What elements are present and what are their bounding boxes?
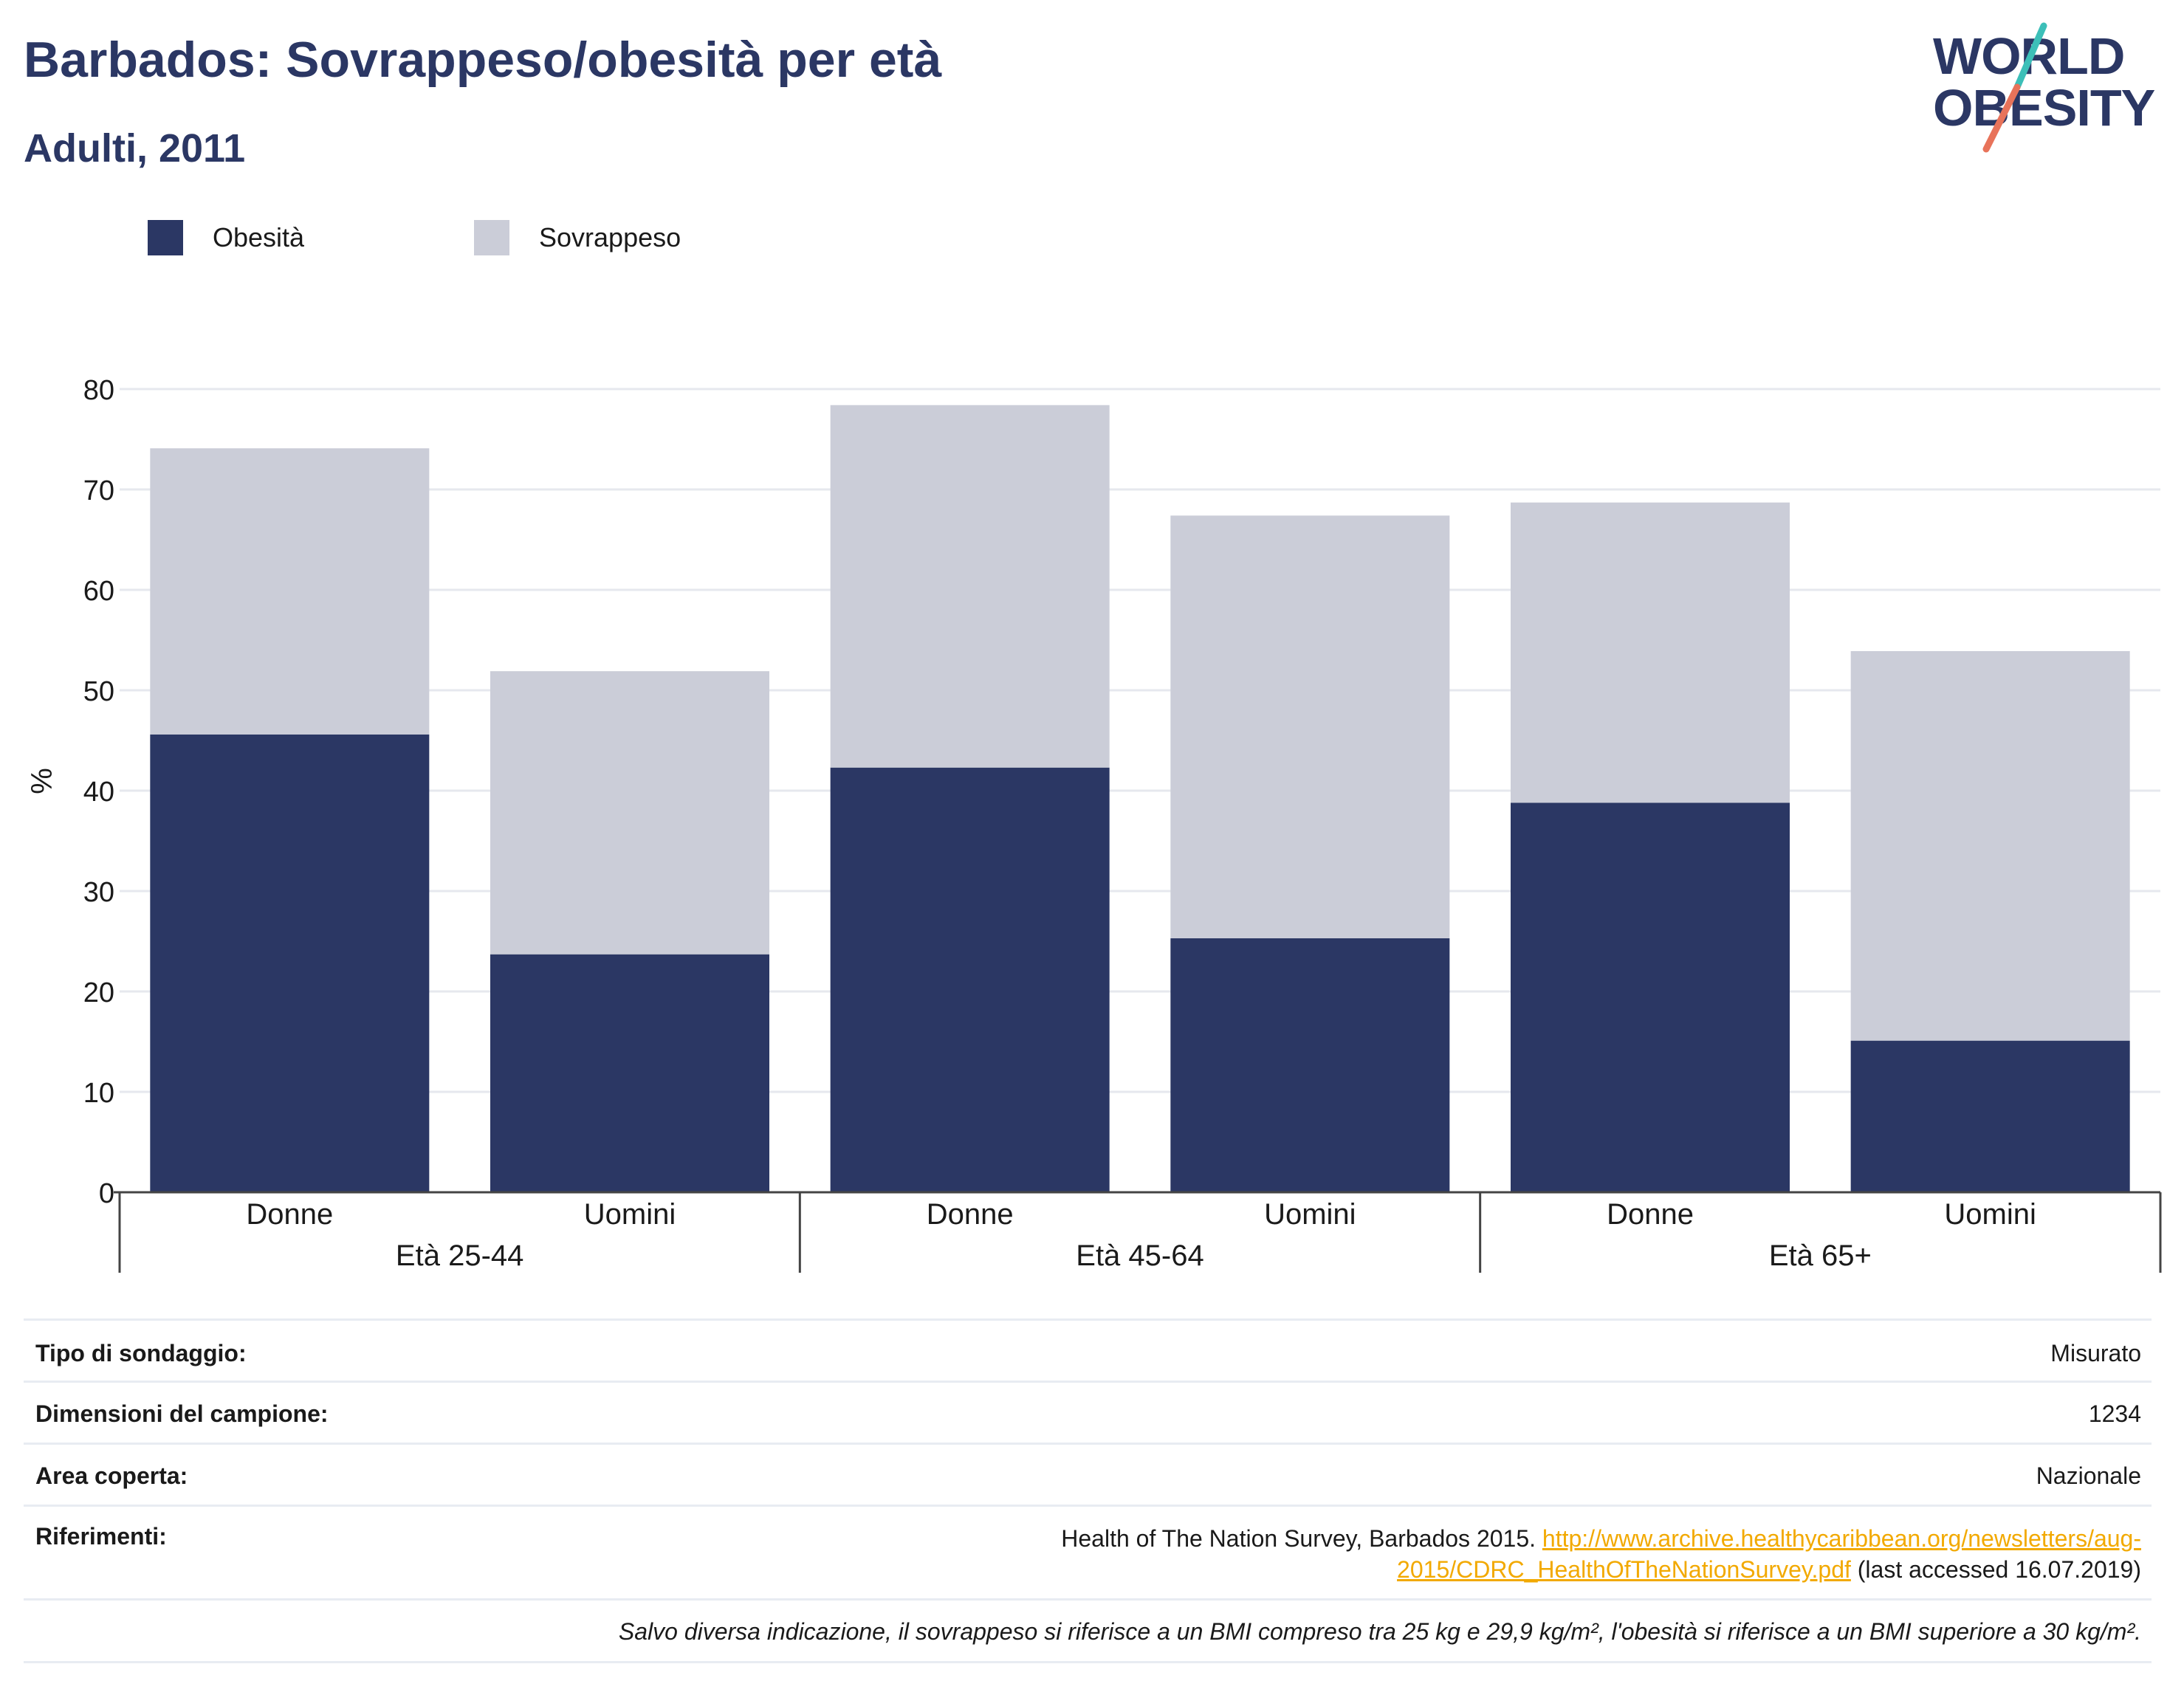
bar-overweight [1511,502,1790,803]
info-row-sample-size: Dimensioni del campione: 1234 [24,1381,2152,1443]
bars [150,405,2130,1192]
world-obesity-logo: WORLD OBESITY [1933,22,2156,153]
axes: 0 10 20 30 40 50 60 70 80 Donne Uomini Donne Uomini D… [83,375,2162,1273]
bar-obesity [830,767,1110,1192]
references-text: Health of The Nation Survey, Barbados 20… [1061,1525,1536,1552]
info-table: Tipo di sondaggio: Misurato Dimensioni d… [24,1318,2152,1663]
references-label: Riferimenti: [35,1523,167,1550]
x-tick-label: Uomini [584,1198,676,1231]
area-value: Nazionale [2036,1462,2141,1489]
y-tick-label: 70 [83,475,114,506]
survey-type-value: Misurato [2050,1340,2141,1366]
x-tick-label: Donne [1607,1198,1694,1231]
x-tick-label: Uomini [1264,1198,1356,1231]
stacked-bar-chart: 0 10 20 30 40 50 60 70 80 Donne Uomini Donne Uomini D… [26,375,2162,1273]
survey-type-label: Tipo di sondaggio: [35,1340,247,1366]
logo-word-obesity: OBESITY [1933,79,2155,137]
bar-overweight [1170,515,1450,938]
logo-slash-teal [2013,22,2047,91]
legend-item-obesity[interactable]: Obesità [148,219,304,256]
y-tick-label: 0 [99,1178,114,1209]
legend-item-overweight[interactable]: Sovrappeso [474,219,681,256]
bar-overweight [490,671,769,955]
area-label: Area coperta: [35,1462,188,1489]
y-tick-label: 50 [83,676,114,707]
chart-subtitle: Adulti, 2011 [24,126,246,171]
x-tick-label: Uomini [1944,1198,2036,1231]
reference-link-continued[interactable]: 2015/CDRC_HealthOfTheNationSurvey.pdf [1397,1556,1851,1583]
legend-label-obesity: Obesità [213,222,305,252]
legend-swatch-obesity [148,220,183,255]
bar-obesity [1170,938,1450,1192]
references-value: Health of The Nation Survey, Barbados 20… [1061,1523,2141,1585]
y-tick-label: 20 [83,977,114,1008]
group-label: Età 45-64 [1076,1240,1203,1272]
sample-size-value: 1234 [2088,1400,2141,1427]
bar-overweight [1850,650,2130,1041]
x-tick-label: Donne [246,1198,333,1231]
x-tick-label: Donne [927,1198,1014,1231]
bar-obesity [150,734,430,1192]
info-row-area: Area coperta: Nazionale [24,1443,2152,1505]
group-label: Età 65+ [1769,1240,1872,1272]
y-tick-label: 10 [83,1078,114,1109]
y-tick-label: 30 [83,877,114,908]
y-axis-label: % [26,768,58,794]
bar-obesity [1850,1040,2130,1192]
references-accessed: (last accessed 16.07.2019) [1857,1556,2141,1583]
legend-label-overweight: Sovrappeso [539,222,681,252]
y-tick-label: 80 [83,375,114,406]
definition-note: Salvo diversa indicazione, il sovrappeso… [618,1618,2141,1645]
gridlines [120,388,2160,1093]
bar-overweight [830,405,1110,768]
bar-overweight [150,448,430,735]
info-row-note: Salvo diversa indicazione, il sovrappeso… [24,1598,2152,1663]
bar-obesity [1511,802,1790,1192]
y-tick-label: 40 [83,777,114,808]
chart-title: Barbados: Sovrappeso/obesità per età [24,32,942,88]
sample-size-label: Dimensioni del campione: [35,1400,329,1427]
group-label: Età 25-44 [396,1240,523,1272]
legend-swatch-overweight [474,220,509,255]
logo-slash-coral [1982,83,2021,153]
info-row-references: Riferimenti: Health of The Nation Survey… [24,1505,2152,1598]
y-tick-label: 60 [83,576,114,607]
info-row-survey-type: Tipo di sondaggio: Misurato [24,1318,2152,1381]
bar-obesity [490,954,769,1192]
reference-link[interactable]: http://www.archive.healthycaribbean.org/… [1542,1525,2141,1552]
